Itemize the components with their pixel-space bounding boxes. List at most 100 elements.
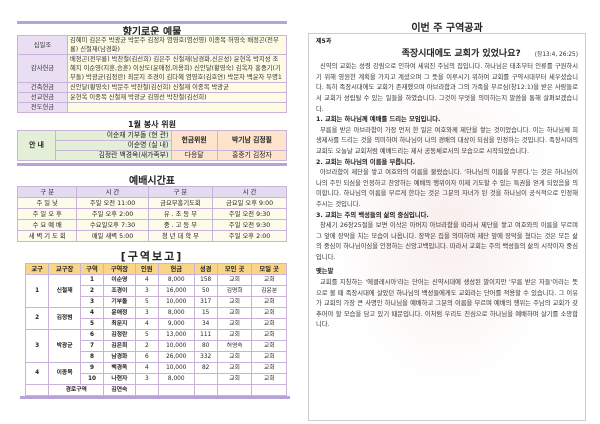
table-row: 4 이종목 9 백경옥 4 10,000 82 교회 교회	[24, 362, 287, 385]
report-cell: 4	[134, 318, 159, 330]
column-header: 구 분	[16, 186, 78, 198]
report-cell: 8,000	[157, 274, 195, 286]
gyogu-number: 4	[24, 362, 50, 385]
report-cell: 7	[79, 340, 105, 352]
point-text: 아브라함이 제단을 쌓고 여호와의 이름을 불렀습니다. '하나님의 이름을 부…	[316, 169, 578, 208]
offering-row: 십일조 김혜미 김은주 박광균 박문주 김정자 염영호(염선영) 이종목 허영숙 …	[17, 35, 287, 55]
guide-2: 이순영 (실 내)	[55, 140, 172, 151]
offering-category: 감사헌금	[17, 54, 68, 83]
column-header: 모인 곳	[216, 263, 253, 275]
column-header: 성경	[193, 263, 218, 275]
report-cell: 조경이	[103, 285, 136, 297]
report-cell: 기부돌	[103, 296, 136, 308]
point-heading: 3. 교회는 주의 백성들의 삶의 중심입니다.	[316, 211, 429, 219]
offerings-title: 향기로운 예물	[122, 27, 182, 38]
empty-cell	[134, 384, 159, 396]
report-cell: 3	[134, 307, 159, 319]
guide-label: 안 내	[17, 130, 56, 161]
gyogu-number: 2	[24, 307, 50, 330]
report-cell: 9,000	[157, 318, 195, 330]
gyogu-number: 1	[24, 274, 50, 308]
report-cell: 윤애정	[103, 307, 136, 319]
gyogu-leader: 박광균	[48, 329, 81, 363]
report-cell: 김정란	[103, 329, 136, 341]
report-cell: 4	[134, 274, 159, 286]
report-cell: 111	[193, 329, 218, 341]
report-cell: 5	[134, 329, 159, 341]
empty-cell	[193, 384, 218, 396]
offering-committee-names: 박기남 김정필	[216, 130, 288, 151]
column-header: 헌금	[157, 263, 195, 275]
report-cell: 82	[193, 362, 218, 374]
report-cell: 158	[193, 274, 218, 286]
report-cell: 교회	[216, 351, 253, 363]
gyogu-leader: 신철재	[48, 274, 81, 308]
offering-names: 김혜미 김은주 박광균 박문주 김정자 염영호(염선영) 이종목 허영숙 배정곤…	[67, 35, 287, 55]
report-cell: 교회	[251, 373, 287, 385]
offering-category: 선교헌금	[17, 92, 68, 103]
table-row: 주 일 낮 주일 오전 11:00 금요부흥기도회 금요일 오후 9:00	[16, 197, 287, 209]
report-cell: 남경화	[103, 351, 136, 363]
gyogu-number: 3	[24, 329, 50, 363]
schedule-cell: 주일 오후 2:00	[212, 230, 287, 242]
study-title: 이번 주 구역공과	[411, 23, 483, 34]
report-cell: 교회	[216, 296, 253, 308]
gyogu-leader: 이종목	[48, 362, 81, 385]
report-cell: 3	[79, 296, 105, 308]
table-row: 7 김은희 2 10,000 80 허영숙 교회	[26, 340, 287, 352]
offering-names	[67, 102, 287, 113]
report-cell: 10,000	[157, 362, 195, 374]
report-title: [구역보고]	[120, 250, 184, 263]
offering-names: 윤현옥 이종목 신철재 박광균 김영선 박찬철(김선희)	[67, 92, 287, 103]
table-row: 2 조경이 3 16,000 50 김명희 김윤분	[26, 285, 287, 297]
report-cell: 김윤분	[251, 285, 287, 297]
report-cell: 26,000	[157, 351, 195, 363]
column-header: 모일 곳	[251, 263, 287, 275]
divider	[17, 21, 287, 24]
elder-leader: 김연숙	[103, 384, 136, 396]
table-row: 수 요 예 배 수요일오후 7:30 중 . 고 등 부 주일 오전 9:30	[16, 219, 287, 231]
empty-cell	[157, 384, 195, 396]
report-cell: 김명희	[216, 285, 253, 297]
report-cell: 백경옥	[103, 362, 136, 374]
report-cell: 교회	[216, 329, 253, 341]
offering-row: 전도헌금	[17, 102, 287, 113]
report-cell: 34	[193, 318, 218, 330]
schedule-cell: 주일 오전 9:30	[212, 208, 287, 220]
service-title: 1월 봉사 위원	[128, 120, 176, 129]
report-cell: 13,000	[157, 329, 195, 341]
offering-category: 건축헌금	[17, 82, 68, 93]
report-cell: 4	[134, 362, 159, 374]
table-row: 2 김정범 4 윤애정 3 8,000 15 교회 교회	[24, 307, 287, 330]
report-cell: 1	[79, 274, 105, 286]
worship-title: 예배시간표	[129, 176, 175, 187]
column-header: 구역장	[103, 263, 136, 275]
table-row: 5 최문지 4 9,000 34 교회 교회	[26, 318, 287, 330]
report-cell: 10	[79, 373, 105, 385]
column-header: 구 분	[147, 186, 214, 198]
column-header: 시 간	[76, 186, 149, 198]
table-row: 10 나현자 3 8,000 교회 교회	[26, 373, 287, 385]
district-report-table: 교구 교구장 구역 구역장 인원 헌금 성경 모인 곳 모일 곳 1 신철재 1 이순영 4 8,000 15…	[24, 263, 287, 396]
divider	[17, 163, 287, 166]
schedule-cell: 새 벽 기 도 회	[16, 230, 78, 242]
schedule-cell: 수 요 예 배	[16, 219, 78, 231]
schedule-cell: 금요부흥기도회	[147, 197, 214, 209]
offering-category: 십일조	[17, 35, 68, 55]
report-cell: 교회	[251, 329, 287, 341]
report-cell	[193, 373, 218, 385]
divider	[20, 396, 290, 399]
report-cell: 교회	[251, 318, 287, 330]
report-cell: 교회	[251, 296, 287, 308]
report-cell: 이순영	[103, 274, 136, 286]
report-cell: 교회	[251, 362, 287, 374]
report-cell: 나현자	[103, 373, 136, 385]
extra-1: 다응달	[170, 150, 218, 161]
gyogu-leader: 김정범	[48, 307, 81, 330]
offering-row: 감사헌금 배정곤(전무룡) 박찬철(김선희) 김은주 신철재(남경화,신은성) 윤…	[17, 54, 287, 83]
offering-names: 배정곤(전무룡) 박찬철(김선희) 김은주 신철재(남경화,신은성) 윤현옥 박…	[67, 54, 287, 83]
report-cell: 332	[193, 351, 218, 363]
report-cell: 8,000	[157, 373, 195, 385]
